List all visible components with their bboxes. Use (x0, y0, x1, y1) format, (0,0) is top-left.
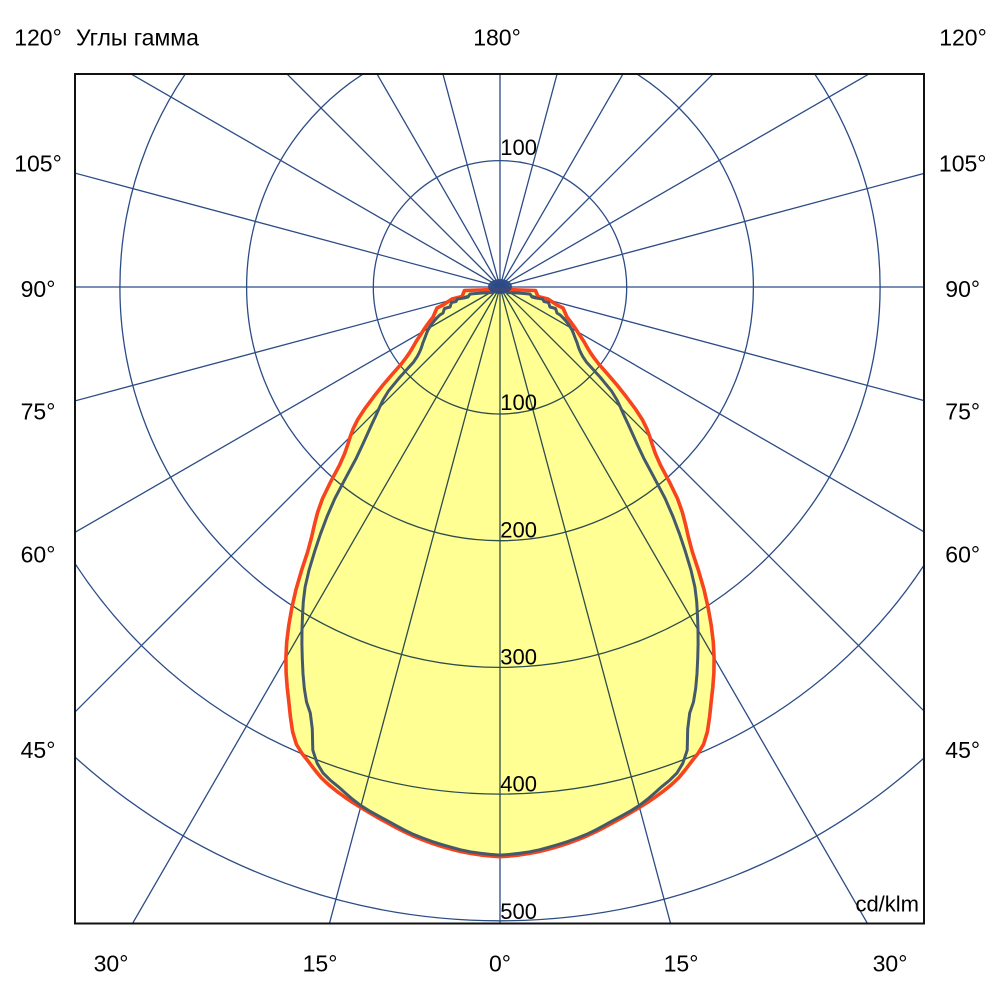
svg-text:105°: 105° (939, 150, 987, 176)
svg-text:30°: 30° (873, 951, 908, 977)
svg-text:100: 100 (500, 390, 537, 415)
svg-text:90°: 90° (21, 276, 56, 302)
svg-text:45°: 45° (21, 737, 56, 763)
svg-text:15°: 15° (664, 951, 699, 977)
svg-text:200: 200 (500, 517, 537, 542)
svg-text:180°: 180° (473, 25, 521, 51)
svg-text:120°: 120° (14, 25, 62, 51)
svg-text:0°: 0° (489, 951, 511, 977)
svg-text:90°: 90° (945, 276, 980, 302)
svg-text:120°: 120° (939, 25, 987, 51)
svg-text:60°: 60° (21, 541, 56, 567)
svg-text:15°: 15° (303, 951, 338, 977)
svg-text:400: 400 (500, 772, 537, 797)
svg-text:30°: 30° (94, 951, 129, 977)
svg-text:300: 300 (500, 645, 537, 670)
svg-text:100: 100 (500, 135, 537, 160)
svg-text:Углы гамма: Углы гамма (76, 25, 199, 51)
svg-text:500: 500 (500, 899, 537, 924)
svg-text:75°: 75° (945, 398, 980, 424)
svg-text:45°: 45° (945, 737, 980, 763)
svg-text:60°: 60° (945, 541, 980, 567)
svg-text:cd/klm: cd/klm (855, 892, 919, 917)
svg-text:105°: 105° (14, 150, 62, 176)
svg-text:75°: 75° (21, 398, 56, 424)
